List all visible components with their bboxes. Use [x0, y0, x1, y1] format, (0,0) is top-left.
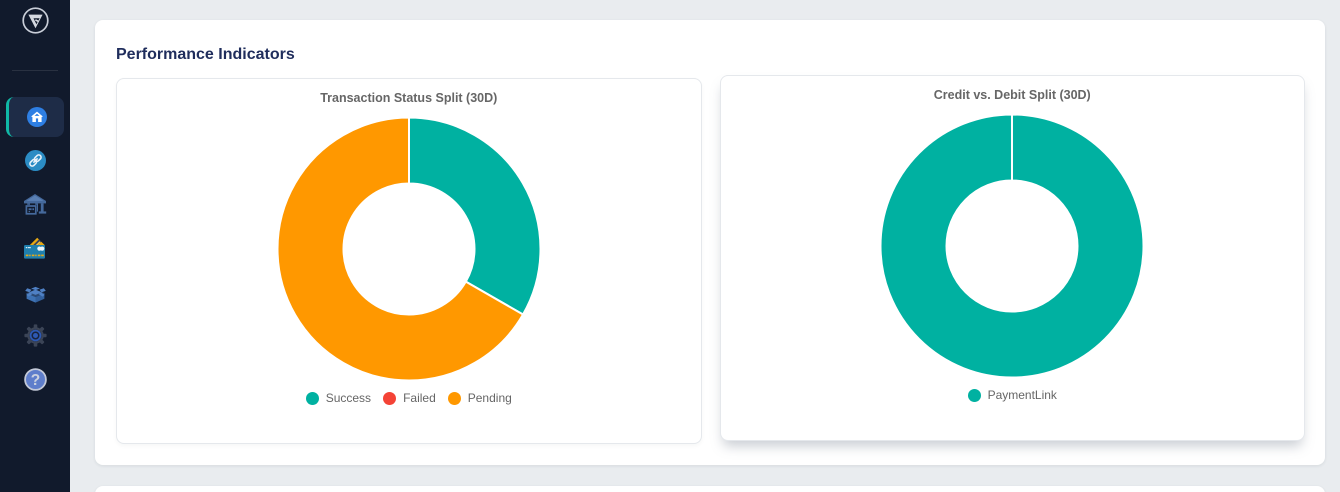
- sidebar-item-payment-links[interactable]: [0, 139, 70, 183]
- sidebar-item-settings[interactable]: [0, 314, 70, 358]
- legend-label: PaymentLink: [987, 388, 1057, 402]
- donut-chart-credit-debit: [879, 112, 1145, 379]
- sidebar-divider: [12, 70, 58, 71]
- donut-segment-success[interactable]: [407, 115, 542, 316]
- chart-title: Transaction Status Split (30D): [320, 91, 498, 105]
- credit-card-icon: [23, 237, 47, 259]
- chart-card-credit-debit: Credit vs. Debit Split (30D) PaymentLink: [719, 75, 1305, 441]
- bank-icon: [23, 193, 47, 216]
- chart-title: Credit vs. Debit Split (30D): [933, 88, 1091, 102]
- legend-item-paymentlink[interactable]: PaymentLink: [967, 388, 1057, 403]
- donut-chart-transaction-status: [276, 115, 542, 381]
- gear-icon: [23, 324, 47, 347]
- legend-label: Success: [325, 391, 372, 405]
- home-icon: [26, 107, 47, 127]
- legend-label: Pending: [467, 391, 512, 405]
- sidebar-item-products[interactable]: [0, 270, 70, 314]
- sidebar-nav: ?: [0, 97, 70, 401]
- sidebar-item-cards[interactable]: [0, 226, 70, 270]
- main-content: Performance Indicators Transaction Statu…: [70, 0, 1340, 492]
- legend-dot: [447, 392, 461, 405]
- sidebar: ?: [0, 0, 70, 492]
- sidebar-item-help[interactable]: ?: [0, 357, 70, 401]
- package-icon: [24, 281, 47, 303]
- next-panel-partial: [95, 486, 1325, 492]
- charts-row: Transaction Status Split (30D) Success Fa…: [116, 75, 1305, 444]
- link-icon: [24, 150, 46, 172]
- performance-indicators-panel: Performance Indicators Transaction Statu…: [95, 20, 1325, 465]
- legend-dot: [967, 389, 981, 402]
- legend-dot: [305, 392, 319, 405]
- legend-dot: [383, 392, 397, 405]
- legend-item-failed[interactable]: Failed: [383, 391, 436, 406]
- panel-title: Performance Indicators: [116, 46, 295, 63]
- legend-label: Failed: [403, 391, 436, 405]
- chart-legend: PaymentLink: [967, 387, 1057, 405]
- donut-segment-paymentlink[interactable]: [879, 112, 1145, 379]
- sidebar-item-bank[interactable]: [0, 183, 70, 227]
- brand-logo-icon[interactable]: [0, 0, 70, 40]
- chart-legend: Success Failed Pending: [305, 390, 512, 408]
- sidebar-item-home[interactable]: [6, 97, 64, 137]
- legend-item-pending[interactable]: Pending: [447, 391, 512, 406]
- svg-text:?: ?: [30, 371, 39, 388]
- help-icon: ?: [23, 367, 47, 391]
- chart-card-transaction-status: Transaction Status Split (30D) Success Fa…: [116, 78, 702, 444]
- donut-segment-pending[interactable]: [276, 115, 525, 381]
- legend-item-success[interactable]: Success: [305, 391, 372, 406]
